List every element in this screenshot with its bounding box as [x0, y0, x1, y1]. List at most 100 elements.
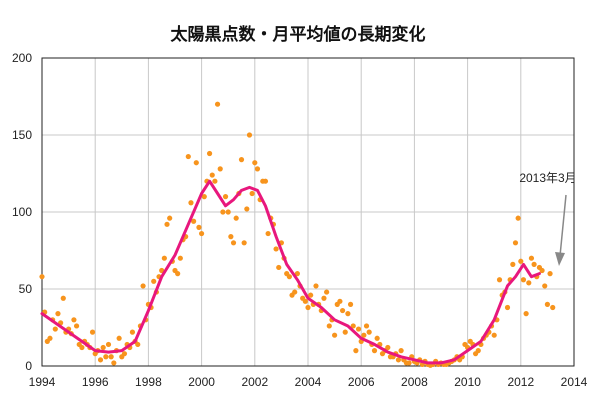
trend-line — [40, 179, 541, 365]
data-point — [97, 357, 104, 363]
data-point — [103, 354, 109, 360]
data-point — [342, 329, 348, 335]
data-point — [52, 326, 58, 332]
data-point — [47, 335, 53, 341]
y-tick-label: 150 — [12, 128, 32, 142]
x-tick-label: 2014 — [561, 375, 588, 389]
data-point — [220, 209, 226, 215]
data-point — [199, 230, 205, 237]
data-point — [371, 348, 378, 354]
data-point — [491, 332, 497, 338]
data-point — [550, 304, 556, 311]
data-point — [302, 298, 308, 304]
data-point — [196, 224, 202, 230]
x-tick-label: 2010 — [454, 375, 481, 389]
data-point — [398, 348, 404, 354]
x-tick-label: 2002 — [241, 375, 268, 389]
data-point — [233, 215, 239, 221]
data-point — [191, 218, 197, 224]
data-point — [345, 311, 351, 317]
data-point — [175, 271, 181, 277]
y-tick-label: 100 — [12, 205, 32, 219]
data-point — [246, 132, 253, 138]
data-point — [228, 234, 234, 240]
data-point — [308, 292, 314, 298]
data-point — [504, 304, 511, 311]
data-point — [294, 271, 300, 277]
data-point — [518, 258, 524, 264]
data-point — [273, 246, 279, 252]
data-point — [167, 215, 173, 221]
x-axis-ticks: 1994 1996 1998 2000 2002 2004 2006 2008 2010 2012… — [29, 375, 588, 389]
data-point — [129, 329, 136, 335]
data-point — [276, 264, 282, 271]
x-tick-label: 1998 — [135, 375, 162, 389]
data-point — [238, 157, 245, 163]
data-point — [542, 283, 548, 289]
data-point — [214, 101, 221, 107]
data-point — [111, 360, 117, 366]
data-point — [206, 150, 213, 157]
data-point — [347, 301, 354, 307]
data-point — [286, 274, 292, 280]
data-point — [241, 240, 247, 246]
data-point — [326, 323, 332, 329]
data-point — [361, 332, 367, 338]
data-point — [526, 280, 532, 286]
data-point — [116, 335, 122, 341]
data-point — [100, 344, 106, 351]
data-point — [209, 172, 215, 178]
data-point — [332, 332, 338, 338]
data-point — [222, 194, 229, 200]
data-point — [395, 357, 402, 363]
plot-frame — [41, 57, 575, 367]
x-tick-label: 1994 — [29, 375, 56, 389]
data-point — [528, 255, 535, 261]
data-point — [185, 153, 191, 160]
data-point — [353, 348, 359, 354]
data-point — [161, 255, 167, 261]
data-point — [249, 190, 255, 197]
grid-lines — [42, 58, 574, 366]
data-point — [89, 329, 96, 335]
data-point — [539, 267, 545, 274]
data-point — [363, 323, 370, 329]
y-tick-label: 200 — [12, 51, 32, 65]
data-point — [520, 277, 527, 283]
data-point — [212, 178, 218, 184]
annotation-arrow-head — [555, 252, 565, 266]
annotation-arrow — [559, 194, 567, 257]
x-tick-label: 2004 — [295, 375, 322, 389]
data-point — [496, 277, 503, 283]
annotation: 2013年3月 — [519, 171, 577, 266]
data-point — [512, 240, 519, 246]
data-point — [79, 344, 85, 351]
x-tick-label: 2006 — [348, 375, 375, 389]
data-point — [292, 289, 298, 295]
x-tick-label: 1996 — [82, 375, 109, 389]
data-point — [337, 298, 343, 304]
data-point — [151, 278, 157, 284]
data-point — [230, 240, 237, 246]
data-point — [324, 289, 330, 295]
data-point — [225, 209, 231, 215]
data-point — [313, 283, 319, 289]
data-point — [385, 344, 391, 351]
scatter-points — [39, 101, 556, 368]
data-point — [339, 307, 346, 314]
data-point — [108, 354, 114, 360]
data-point — [523, 311, 529, 317]
data-point — [177, 255, 183, 261]
data-point — [164, 221, 170, 227]
data-point — [544, 301, 551, 307]
data-point — [55, 311, 61, 317]
data-point — [135, 341, 141, 348]
data-point — [244, 206, 250, 212]
data-point — [217, 166, 223, 172]
y-tick-label: 0 — [25, 359, 32, 373]
data-point — [252, 160, 258, 166]
data-point — [140, 283, 146, 289]
data-point — [193, 160, 199, 166]
data-point — [366, 329, 372, 335]
